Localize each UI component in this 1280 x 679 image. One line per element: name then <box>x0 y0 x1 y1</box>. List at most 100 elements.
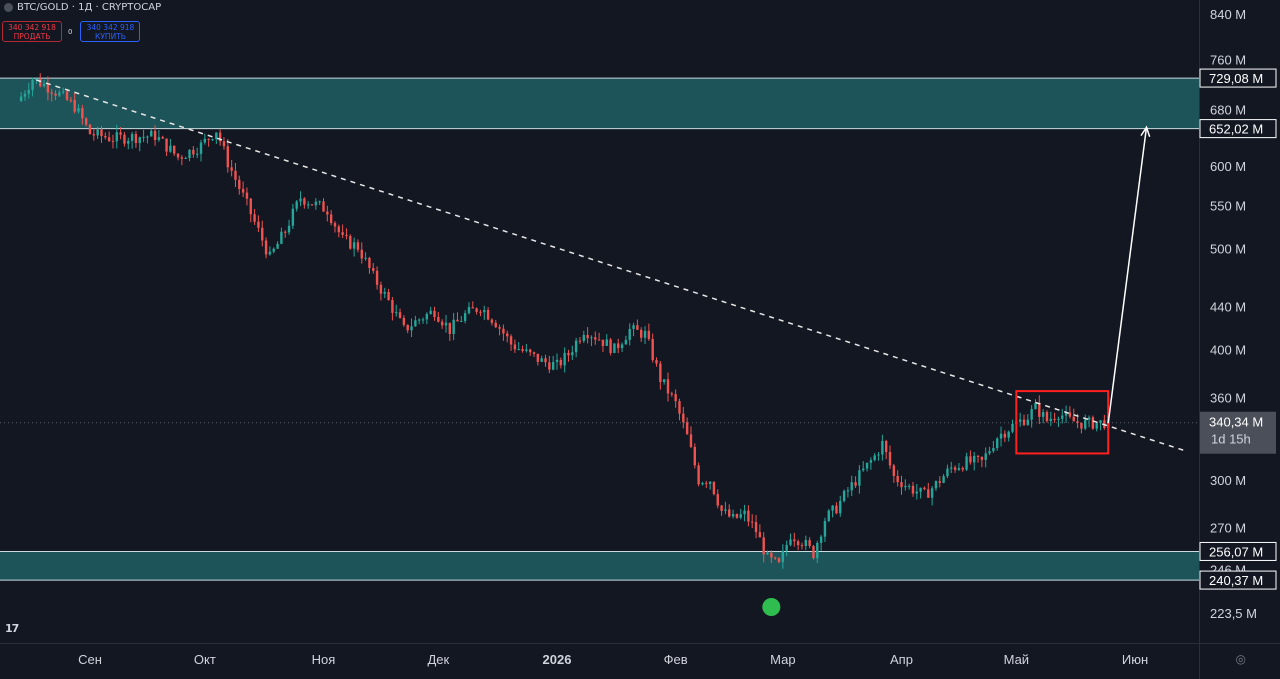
candle <box>81 104 84 125</box>
candle-body <box>176 153 180 158</box>
candle <box>230 159 233 177</box>
candle-body <box>58 92 61 96</box>
candle-body <box>81 108 84 119</box>
candle <box>731 509 735 519</box>
candle-body <box>218 132 222 142</box>
candle <box>287 219 291 235</box>
candle <box>643 326 647 345</box>
candle <box>46 76 50 101</box>
candle <box>494 320 497 329</box>
candle-body <box>743 510 746 515</box>
candle-body <box>192 149 195 155</box>
candle <box>708 481 712 490</box>
candle <box>241 181 245 198</box>
candle <box>134 131 138 148</box>
candle <box>793 532 796 547</box>
candle <box>647 323 651 341</box>
candle-body <box>601 339 605 346</box>
candle <box>666 372 670 402</box>
candle-body <box>754 522 758 533</box>
candle <box>245 187 249 206</box>
candle-body <box>976 455 980 457</box>
candle <box>900 475 903 495</box>
candle-body <box>146 136 149 138</box>
candle <box>84 117 88 127</box>
price-axis-panel <box>1199 0 1280 679</box>
time-axis-label: Фев <box>664 652 688 667</box>
candle-body <box>777 558 781 563</box>
candle-body <box>506 333 509 337</box>
candle-body <box>314 201 318 206</box>
countdown-timer: 1d 15h <box>1211 432 1251 447</box>
price-tick-label: 270 M <box>1210 520 1246 535</box>
candle <box>203 133 207 145</box>
candle-body <box>440 321 444 326</box>
candle-body <box>230 167 233 171</box>
candle-body <box>471 307 474 309</box>
candle-body <box>153 130 157 141</box>
candle <box>617 338 620 354</box>
candle <box>1080 422 1083 434</box>
candle <box>693 443 696 469</box>
candle-body <box>827 510 830 522</box>
candle-body <box>349 235 352 249</box>
candle <box>884 439 888 460</box>
candle-body <box>930 488 934 498</box>
candle <box>1034 399 1037 410</box>
candle <box>322 198 325 212</box>
candle <box>395 304 398 317</box>
candle <box>345 228 348 240</box>
candle-body <box>762 537 765 555</box>
candle-body <box>1084 419 1087 429</box>
candle-body <box>280 231 283 244</box>
candle-body <box>923 487 926 490</box>
tradingview-logo-icon[interactable]: 17 <box>5 622 19 635</box>
candle-body <box>735 514 739 518</box>
candle-body <box>739 514 742 518</box>
candle-body <box>27 89 30 94</box>
candle <box>904 479 907 491</box>
candle <box>104 132 107 140</box>
candle-body <box>881 440 884 455</box>
candle-body <box>425 313 429 320</box>
candle <box>314 198 318 210</box>
sell-button[interactable]: 340 342 918 ПРОДАТЬ <box>2 21 62 42</box>
candle <box>264 237 268 259</box>
candle <box>751 514 754 528</box>
candle <box>460 315 463 322</box>
price-tick-label: 760 M <box>1210 52 1246 67</box>
candle <box>934 480 938 491</box>
candle-body <box>310 204 314 206</box>
candle <box>421 317 425 324</box>
candle <box>226 139 230 173</box>
candle-body <box>628 328 631 340</box>
candle-body <box>437 317 440 322</box>
candle <box>306 201 310 209</box>
candle <box>777 557 781 564</box>
candle <box>1087 415 1091 428</box>
candle <box>609 337 612 356</box>
buy-button[interactable]: 340 342 918 КУПИТЬ <box>80 21 141 42</box>
candle-body <box>42 83 46 87</box>
candle <box>678 398 681 421</box>
current-price-badge <box>1200 411 1276 454</box>
candle-body <box>862 468 865 471</box>
candle <box>391 296 394 321</box>
candle-body <box>127 140 130 144</box>
symbol-title[interactable]: BTC/GOLD · 1Д · CRYPTOCAP <box>17 2 162 13</box>
candle-body <box>448 322 452 334</box>
price-label-frame <box>1199 68 1277 88</box>
candle <box>892 463 896 483</box>
candle-body <box>831 505 834 511</box>
candle-body <box>88 124 92 135</box>
candle <box>483 305 486 320</box>
candle <box>850 475 853 497</box>
candle-body <box>490 319 494 323</box>
settings-gear-icon[interactable]: ◎ <box>1235 652 1246 666</box>
candle <box>341 224 344 239</box>
candle <box>735 513 739 519</box>
candle-body <box>789 539 792 545</box>
candle-body <box>900 482 903 488</box>
candle-body <box>379 284 383 294</box>
